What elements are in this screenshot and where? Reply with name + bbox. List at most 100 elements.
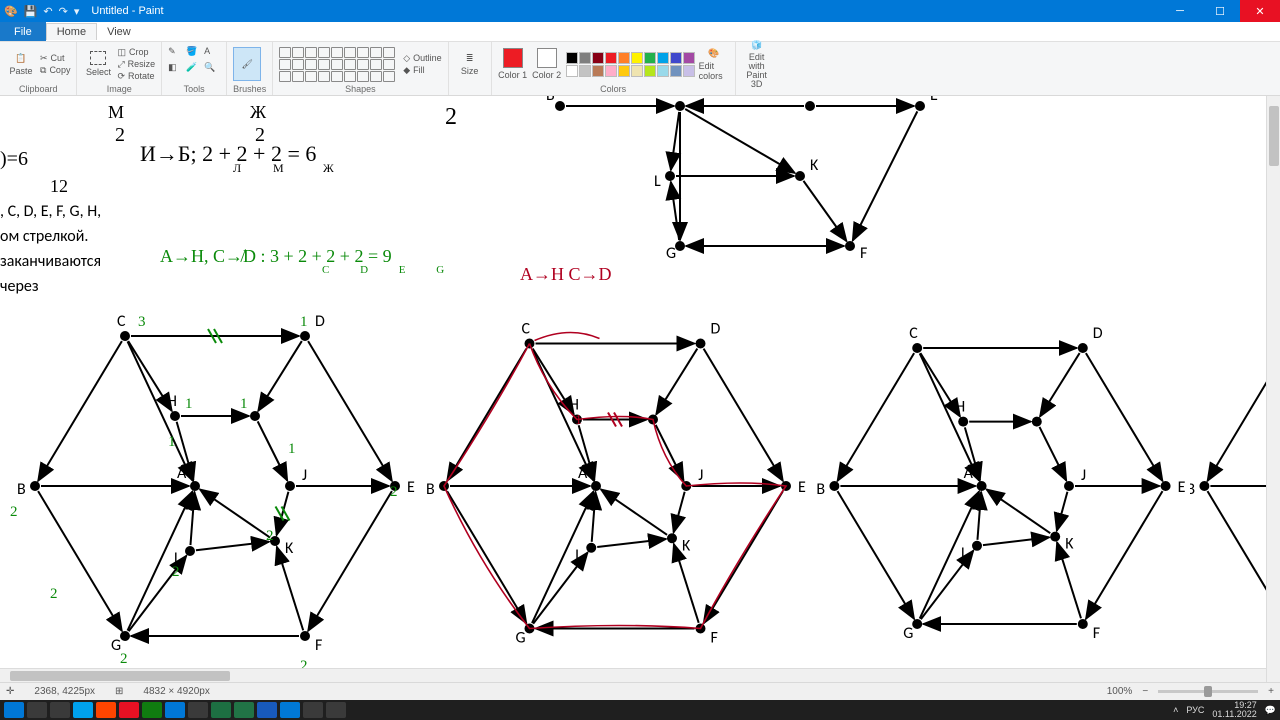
tray-date[interactable]: 01.11.2022 — [1212, 710, 1256, 719]
taskbar-app-4[interactable] — [96, 702, 116, 718]
taskbar-app-6[interactable] — [142, 702, 162, 718]
palette-swatch[interactable] — [670, 52, 682, 64]
taskbar-app-2[interactable] — [50, 702, 70, 718]
shape-item[interactable] — [292, 59, 304, 70]
view-tab[interactable]: View — [97, 24, 141, 40]
color2-button[interactable]: Color 2 — [532, 47, 562, 81]
tray-lang[interactable]: РУС — [1186, 705, 1204, 715]
notifications-icon[interactable]: 💬 — [1265, 705, 1276, 716]
taskbar-app-12[interactable] — [280, 702, 300, 718]
taskbar-app-9[interactable] — [211, 702, 231, 718]
text-tool[interactable]: A — [204, 46, 220, 56]
palette-swatch[interactable] — [579, 52, 591, 64]
taskbar-app-1[interactable] — [27, 702, 47, 718]
taskbar-app-10[interactable] — [234, 702, 254, 718]
palette-swatch[interactable] — [566, 52, 578, 64]
palette-swatch[interactable] — [631, 65, 643, 77]
shape-item[interactable] — [305, 71, 317, 82]
shape-item[interactable] — [318, 71, 330, 82]
shape-item[interactable] — [279, 47, 291, 58]
taskbar-app-7[interactable] — [165, 702, 185, 718]
home-tab[interactable]: Home — [46, 23, 97, 40]
paste-button[interactable]: 📋 Paste — [6, 47, 36, 81]
zoom-out-button[interactable]: − — [1142, 686, 1148, 697]
resize-button[interactable]: ⤢Resize — [117, 59, 155, 70]
shape-item[interactable] — [357, 47, 369, 58]
taskbar-app-13[interactable] — [303, 702, 323, 718]
palette-swatch[interactable] — [644, 65, 656, 77]
shape-item[interactable] — [318, 47, 330, 58]
undo-icon[interactable]: ↶ — [43, 5, 52, 18]
shape-outline-button[interactable]: ◇Outline — [403, 53, 441, 64]
eraser-tool[interactable]: ◧ — [168, 62, 184, 73]
palette-swatch[interactable] — [618, 52, 630, 64]
edit-colors-button[interactable]: 🎨Edit colors — [699, 47, 729, 81]
palette-swatch[interactable] — [605, 52, 617, 64]
palette-swatch[interactable] — [670, 65, 682, 77]
save-icon[interactable]: 💾 — [24, 5, 38, 18]
horizontal-scrollbar[interactable] — [0, 668, 1266, 682]
shape-item[interactable] — [383, 59, 395, 70]
shape-item[interactable] — [331, 47, 343, 58]
shape-item[interactable] — [344, 59, 356, 70]
canvas-area[interactable]: М 2 Ж 2 2 )=6 12 , C, D, E, F, G, H, ом … — [0, 96, 1280, 682]
zoom-in-button[interactable]: + — [1268, 686, 1274, 697]
taskbar[interactable]: ˄ РУС 19:27 01.11.2022 💬 — [0, 700, 1280, 720]
shape-item[interactable] — [279, 71, 291, 82]
shape-item[interactable] — [357, 59, 369, 70]
maximize-button[interactable]: ☐ — [1200, 0, 1240, 22]
fill-tool[interactable]: 🪣 — [186, 46, 202, 57]
shape-item[interactable] — [305, 47, 317, 58]
palette-swatch[interactable] — [579, 65, 591, 77]
zoom-tool[interactable]: 🔍 — [204, 62, 220, 73]
palette-swatch[interactable] — [657, 65, 669, 77]
palette-swatch[interactable] — [683, 65, 695, 77]
palette-swatch[interactable] — [566, 65, 578, 77]
shape-item[interactable] — [292, 47, 304, 58]
palette-swatch[interactable] — [644, 52, 656, 64]
shape-item[interactable] — [318, 59, 330, 70]
color1-button[interactable]: Color 1 — [498, 47, 528, 81]
shapes-gallery[interactable] — [279, 47, 395, 82]
size-button[interactable]: ≣Size — [455, 47, 485, 81]
shape-item[interactable] — [305, 59, 317, 70]
palette-swatch[interactable] — [592, 52, 604, 64]
shape-item[interactable] — [344, 71, 356, 82]
palette-swatch[interactable] — [605, 65, 617, 77]
pencil-tool[interactable]: ✎ — [168, 46, 184, 57]
crop-button[interactable]: ◫Crop — [117, 47, 155, 58]
shape-item[interactable] — [383, 71, 395, 82]
paint3d-button[interactable]: 🧊Edit with Paint 3D — [742, 47, 772, 81]
shape-item[interactable] — [357, 71, 369, 82]
select-button[interactable]: Select — [83, 47, 113, 81]
taskbar-app-0[interactable] — [4, 702, 24, 718]
shape-item[interactable] — [370, 47, 382, 58]
palette-swatch[interactable] — [683, 52, 695, 64]
taskbar-app-5[interactable] — [119, 702, 139, 718]
copy-button[interactable]: ⧉Copy — [40, 65, 70, 76]
taskbar-app-11[interactable] — [257, 702, 277, 718]
taskbar-app-3[interactable] — [73, 702, 93, 718]
redo-icon[interactable]: ↷ — [59, 5, 68, 18]
shape-item[interactable] — [344, 47, 356, 58]
palette-swatch[interactable] — [618, 65, 630, 77]
taskbar-app-14[interactable] — [326, 702, 346, 718]
taskbar-app-8[interactable] — [188, 702, 208, 718]
shape-item[interactable] — [370, 71, 382, 82]
zoom-slider[interactable] — [1158, 690, 1258, 693]
shape-item[interactable] — [331, 59, 343, 70]
shape-item[interactable] — [331, 71, 343, 82]
shape-item[interactable] — [279, 59, 291, 70]
shape-item[interactable] — [370, 59, 382, 70]
brushes-button[interactable]: 🖌 — [233, 47, 261, 81]
v-scroll-thumb[interactable] — [1269, 106, 1279, 166]
shape-fill-button[interactable]: ◆Fill — [403, 65, 441, 76]
h-scroll-thumb[interactable] — [10, 671, 230, 681]
tray-chevron-icon[interactable]: ˄ — [1173, 705, 1178, 715]
vertical-scrollbar[interactable] — [1266, 96, 1280, 682]
shape-item[interactable] — [383, 47, 395, 58]
cut-button[interactable]: ✂Cut — [40, 53, 70, 64]
color-palette[interactable] — [566, 52, 695, 77]
palette-swatch[interactable] — [592, 65, 604, 77]
qat-dropdown-icon[interactable]: ▾ — [74, 5, 80, 18]
